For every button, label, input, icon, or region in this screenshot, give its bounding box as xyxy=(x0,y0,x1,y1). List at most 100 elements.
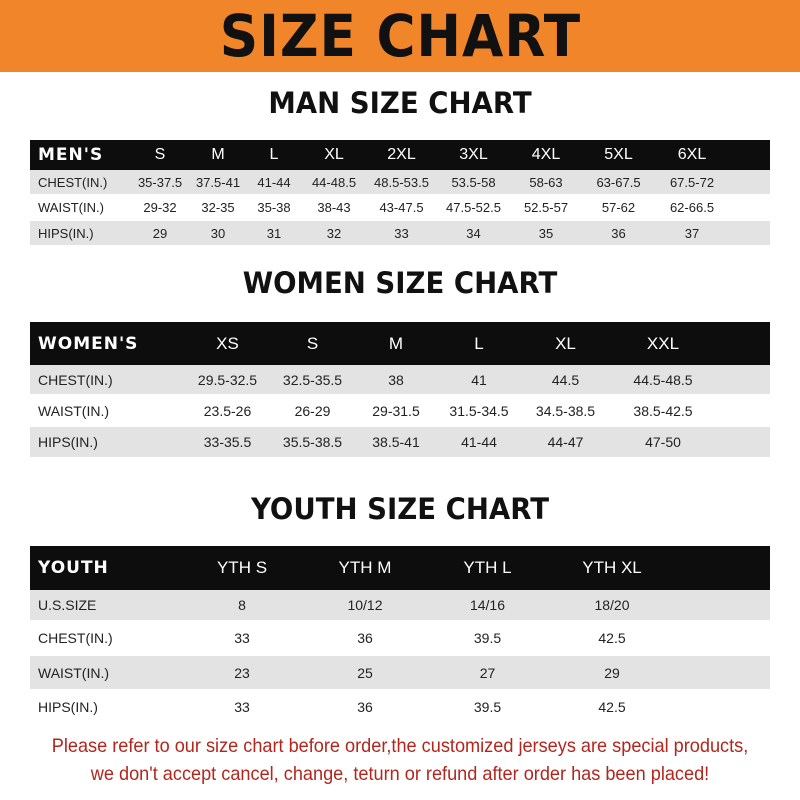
row-label: CHEST(IN.) xyxy=(38,630,113,646)
table-cell: 33 xyxy=(394,225,409,241)
table-cell: 44.5 xyxy=(551,371,580,388)
table-cell: 44-48.5 xyxy=(311,174,357,190)
table-cell: 62-66.5 xyxy=(669,200,715,215)
table-row: HIPS(IN.) 33 36 39.5 42.5 xyxy=(30,691,770,723)
table-header-row: WOMEN'S XS S M L XL XXL xyxy=(30,322,770,365)
table-cell: 32 xyxy=(326,225,342,241)
table-cell: 29-32 xyxy=(143,200,177,215)
row-label: HIPS(IN.) xyxy=(38,434,98,450)
size-header-cell: XXL xyxy=(646,333,680,353)
size-header-cell: YTH L xyxy=(463,558,512,577)
table-row: WAIST(IN.) 29-32 32-35 35-38 38-43 43-47.5 47.… xyxy=(30,196,770,219)
table-cell: 33 xyxy=(234,699,250,715)
table-cell: 36 xyxy=(357,699,373,715)
size-header-cell: L xyxy=(474,333,484,353)
table-row: HIPS(IN.) 29 30 31 32 33 34 35 36 37 xyxy=(30,221,770,245)
size-header-cell: M xyxy=(211,146,225,163)
table-cell: 29-31.5 xyxy=(372,402,420,419)
youth-heading: YOUTH SIZE CHART xyxy=(250,492,550,526)
size-header-cell: S xyxy=(154,146,166,163)
table-title-cell: WOMEN'S xyxy=(38,333,139,354)
table-cell: 29 xyxy=(152,225,168,241)
table-cell: 27 xyxy=(479,664,496,681)
table-cell: 47.5-52.5 xyxy=(446,200,501,215)
table-row: WAIST(IN.) 23.5-26 26-29 29-31.5 31.5-34.5 34… xyxy=(30,396,770,425)
size-header-cell: 6XL xyxy=(677,146,707,163)
table-cell: 38.5-41 xyxy=(372,434,420,450)
size-header-cell: XL xyxy=(555,333,576,353)
size-header-cell: L xyxy=(269,146,279,163)
table-cell: 35-37.5 xyxy=(137,174,183,190)
men-heading: MAN SIZE CHART xyxy=(268,86,532,120)
table-cell: 37 xyxy=(684,225,700,241)
table-cell: 30 xyxy=(210,225,226,241)
table-cell: 32-35 xyxy=(201,200,235,215)
table-cell: 35.5-38.5 xyxy=(282,434,343,450)
size-header-cell: 3XL xyxy=(459,146,488,163)
table-cell: 41-44 xyxy=(461,434,497,450)
table-cell: 8 xyxy=(238,597,246,613)
women-size-table: WOMEN'S XS S M L XL XXL CHEST(IN.) 29.5-32.5 32.5… xyxy=(30,322,770,457)
table-cell: 18/20 xyxy=(594,597,630,613)
table-cell: 44-47 xyxy=(547,434,584,450)
table-cell: 14/16 xyxy=(469,597,506,613)
table-header-row: YOUTH YTH S YTH M YTH L YTH XL xyxy=(30,546,770,590)
size-header-cell: YTH S xyxy=(216,558,268,577)
size-header-cell: 4XL xyxy=(531,146,561,163)
table-cell: 53.5-58 xyxy=(451,174,496,190)
table-cell: 34.5-38.5 xyxy=(535,402,596,419)
table-cell: 33-35.5 xyxy=(203,434,252,450)
size-header-cell: YTH XL xyxy=(582,558,642,577)
table-cell: 41 xyxy=(471,371,487,388)
row-label: WAIST(IN.) xyxy=(38,402,110,419)
table-cell: 10/12 xyxy=(347,597,383,613)
table-title-cell: MEN'S xyxy=(38,145,104,165)
table-cell: 32.5-35.5 xyxy=(282,371,343,388)
size-header-cell: 5XL xyxy=(604,146,633,163)
table-cell: 43-47.5 xyxy=(379,200,424,215)
table-row: HIPS(IN.) 33-35.5 35.5-38.5 38.5-41 41-44 44-… xyxy=(30,427,770,457)
row-label: HIPS(IN.) xyxy=(38,699,98,715)
table-cell: 31 xyxy=(266,225,282,241)
table-cell: 37.5-41 xyxy=(195,174,241,190)
notice-line-1: Please refer to our size chart before or… xyxy=(51,735,749,757)
table-row: CHEST(IN.) 35-37.5 37.5-41 41-44 44-48.5 48.5… xyxy=(30,170,770,194)
table-row: CHEST(IN.) 29.5-32.5 32.5-35.5 38 41 44.5 44.5… xyxy=(30,365,770,394)
table-cell: 42.5 xyxy=(598,699,626,715)
table-cell: 35 xyxy=(538,225,554,241)
table-cell: 29.5-32.5 xyxy=(197,371,258,388)
table-cell: 41-44 xyxy=(257,174,291,190)
row-label: WAIST(IN.) xyxy=(38,200,104,215)
table-cell: 38.5-42.5 xyxy=(633,402,693,419)
row-label: HIPS(IN.) xyxy=(38,225,94,241)
table-header-row: MEN'S S M L XL 2XL 3XL 4XL 5XL 6XL xyxy=(30,140,770,170)
row-label: CHEST(IN.) xyxy=(38,371,113,388)
table-cell: 35-38 xyxy=(257,200,291,215)
size-header-cell: S xyxy=(306,333,319,353)
table-cell: 34 xyxy=(466,225,481,241)
table-cell: 58-63 xyxy=(529,174,563,190)
table-cell: 48.5-53.5 xyxy=(374,174,429,190)
table-cell: 67.5-72 xyxy=(669,174,715,190)
table-cell: 33 xyxy=(234,630,250,646)
size-header-cell: XL xyxy=(324,146,344,163)
table-cell: 44.5-48.5 xyxy=(633,371,693,388)
table-cell: 63-67.5 xyxy=(596,174,641,190)
table-cell: 52.5-57 xyxy=(523,200,569,215)
table-cell: 29 xyxy=(604,664,620,681)
size-header-cell: M xyxy=(388,333,404,353)
table-cell: 42.5 xyxy=(598,630,626,646)
women-heading: WOMEN SIZE CHART xyxy=(242,266,558,300)
title-banner: SIZE CHART xyxy=(0,0,800,72)
table-cell: 38-43 xyxy=(317,200,351,215)
size-header-cell: 2XL xyxy=(387,146,416,163)
table-cell: 36 xyxy=(357,630,373,646)
page-title: SIZE CHART xyxy=(219,2,581,70)
table-row: CHEST(IN.) 33 36 39.5 42.5 xyxy=(30,622,770,654)
table-cell: 23.5-26 xyxy=(203,402,252,419)
table-cell: 39.5 xyxy=(473,699,502,715)
table-cell: 23 xyxy=(234,664,250,681)
table-cell: 47-50 xyxy=(645,434,681,450)
row-label: WAIST(IN.) xyxy=(38,664,110,681)
men-size-table: MEN'S S M L XL 2XL 3XL 4XL 5XL 6XL CHEST(IN.) 35-37… xyxy=(30,140,770,245)
